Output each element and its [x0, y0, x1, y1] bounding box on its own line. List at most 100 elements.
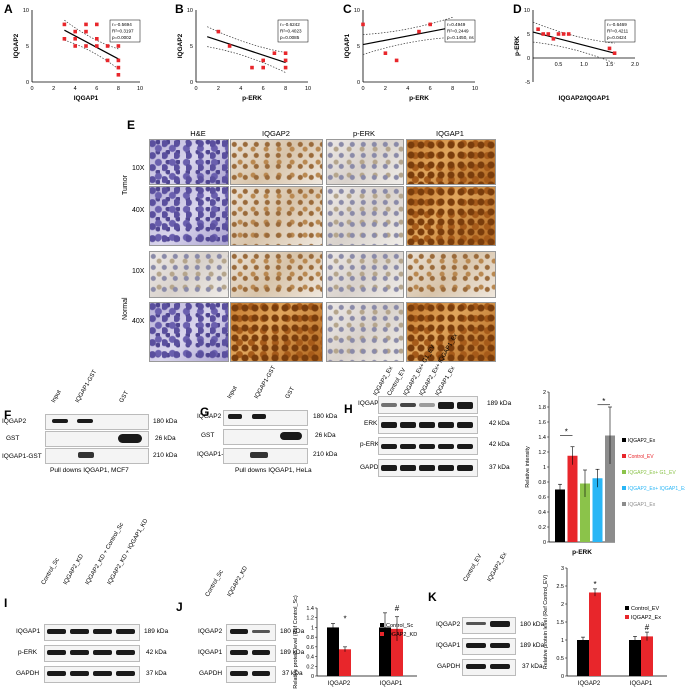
blot-row-label: GST [6, 435, 20, 442]
stats-box [277, 19, 309, 43]
x-axis-label: p-ERK [409, 95, 429, 102]
kda-label: 180 kDa [280, 628, 305, 635]
data-point [216, 29, 221, 34]
blot-band [419, 422, 435, 428]
blot-band [252, 414, 266, 419]
blot-band [457, 422, 473, 428]
y-axis-label: IQGAP2 [177, 33, 184, 58]
y-tick-label: 1.2 [538, 450, 546, 456]
blot-band [381, 443, 397, 449]
blot-band [93, 671, 112, 676]
blot-row-label: IQGAP1 [16, 628, 41, 635]
blot-band [47, 650, 66, 655]
data-point [607, 46, 612, 51]
x-tick-label: 0 [361, 86, 364, 92]
y-tick-label: 0 [543, 540, 546, 546]
y-axis-label: IQGAP1 [344, 33, 351, 58]
micrograph-normal-10x-iqgap1 [406, 251, 496, 298]
data-point [73, 37, 77, 41]
scatter-chart-b: 0 2 4 6 8 10 0 5 10 p-ERK IQGAP2 r=-0.6242 R²=0.4023… [177, 8, 311, 102]
y-tick-label: 2 [543, 390, 546, 396]
kda-label: 180 kDa [520, 621, 545, 628]
y-tick-label: 0.5 [556, 656, 564, 662]
significance-marker: * [565, 428, 568, 437]
blot-strip [44, 645, 140, 662]
y-tick-label: 1.5 [556, 620, 564, 626]
stats-box [444, 19, 476, 43]
x-tick-label: IQGAP1 [380, 681, 403, 687]
panel-letter-g: G [200, 405, 210, 419]
blot-row-label: IQGAP1 [436, 642, 461, 649]
significance-marker: # [395, 604, 400, 613]
blot-row-label: IQGAP1 [358, 400, 383, 407]
regression-line [207, 36, 286, 64]
y-tick-label: 1.8 [538, 405, 546, 411]
legend-label: IQGAP1_Ex [628, 502, 656, 508]
micrograph-tumor-40x-iqgap2 [230, 186, 323, 246]
panel-letter-a: A [4, 2, 13, 16]
x-tick-label: IQGAP2 [328, 681, 351, 687]
x-tick-label: 2 [217, 86, 220, 92]
confidence-band-upper [362, 16, 453, 35]
x-tick-label: 6 [262, 86, 265, 92]
blot-strip [44, 624, 140, 641]
x-tick-label: 4 [74, 86, 77, 92]
y-tick-label: 0.6 [306, 645, 314, 651]
scatter-chart-a: 0 2 4 6 8 10 0 5 10 IQGAP1 IQGAP2 r=-0.5694 R²=0.319… [13, 8, 143, 102]
micrograph-tumor-10x-iqgap2 [230, 139, 323, 185]
micrograph-tumor-40x-perk [326, 186, 404, 246]
stats-text: r=-0.6242 [280, 22, 300, 27]
blot-row-label: GAPDH [360, 464, 384, 471]
stats-text: R²=0.4023 [280, 29, 302, 34]
data-point [283, 65, 288, 70]
y-tick-label: 0 [190, 80, 193, 86]
group-label-tumor: Tumor [122, 175, 129, 195]
x-tick-label: IQGAP2 [578, 681, 601, 687]
blot-band [70, 671, 89, 676]
y-tick-label: 0.8 [538, 480, 546, 486]
data-point [116, 44, 121, 48]
confidence-band-lower [362, 36, 453, 55]
scatter-panels: 0 2 4 6 8 10 0 5 10 IQGAP1 IQGAP2 r=-0.5694 R²=0.319… [13, 8, 639, 102]
stats-box [109, 19, 141, 43]
blot-row-label: GAPDH [437, 663, 461, 670]
confidence-band-upper [207, 26, 286, 53]
x-axis-label: IQGAP2/IQGAP1 [559, 95, 610, 102]
blot-strip [45, 448, 149, 464]
y-tick-label: 2.5 [556, 584, 564, 590]
x-axis-label: p-ERK [242, 95, 262, 102]
blot-band [466, 622, 486, 625]
data-point [95, 37, 99, 41]
stats-text: p=0.0002 [112, 35, 132, 40]
panel-letter-c: C [343, 2, 352, 16]
blot-band [230, 671, 248, 676]
data-point [541, 32, 545, 36]
y-tick-label: 0.2 [306, 664, 314, 670]
micrograph-tumor-10x-perk [326, 139, 404, 185]
micrograph-normal-40x-iqgap1 [406, 302, 496, 362]
data-point [394, 58, 399, 63]
panel-letter-b: B [175, 2, 184, 16]
stats-text: p=0.1450, ns [447, 35, 474, 40]
regression-line [362, 26, 453, 46]
blot-band [381, 403, 397, 407]
blot-row-label: IQGAP2 [436, 621, 461, 628]
legend-label: IQGAP2_Ex [631, 615, 661, 621]
blot-band [230, 629, 248, 634]
y-tick-label: 3 [561, 566, 564, 572]
blot-row-label: p-ERK [360, 441, 380, 448]
bar [577, 640, 589, 676]
significance-marker: * [593, 580, 596, 589]
data-point [561, 32, 566, 36]
blot-band [47, 629, 66, 634]
blot-band [116, 671, 135, 676]
micrograph-normal-40x-he [149, 302, 229, 362]
data-point [73, 44, 77, 48]
blot-band [466, 664, 486, 669]
significance-marker: * [343, 615, 346, 624]
y-tick-label: 5 [190, 44, 193, 50]
data-point [105, 58, 110, 63]
y-axis-label: Relative protein level (Ref Control_EV) [543, 575, 549, 670]
legend-swatch [622, 502, 626, 506]
blot-caption-g: Pull downs IQGAP1, HeLa [235, 467, 312, 474]
